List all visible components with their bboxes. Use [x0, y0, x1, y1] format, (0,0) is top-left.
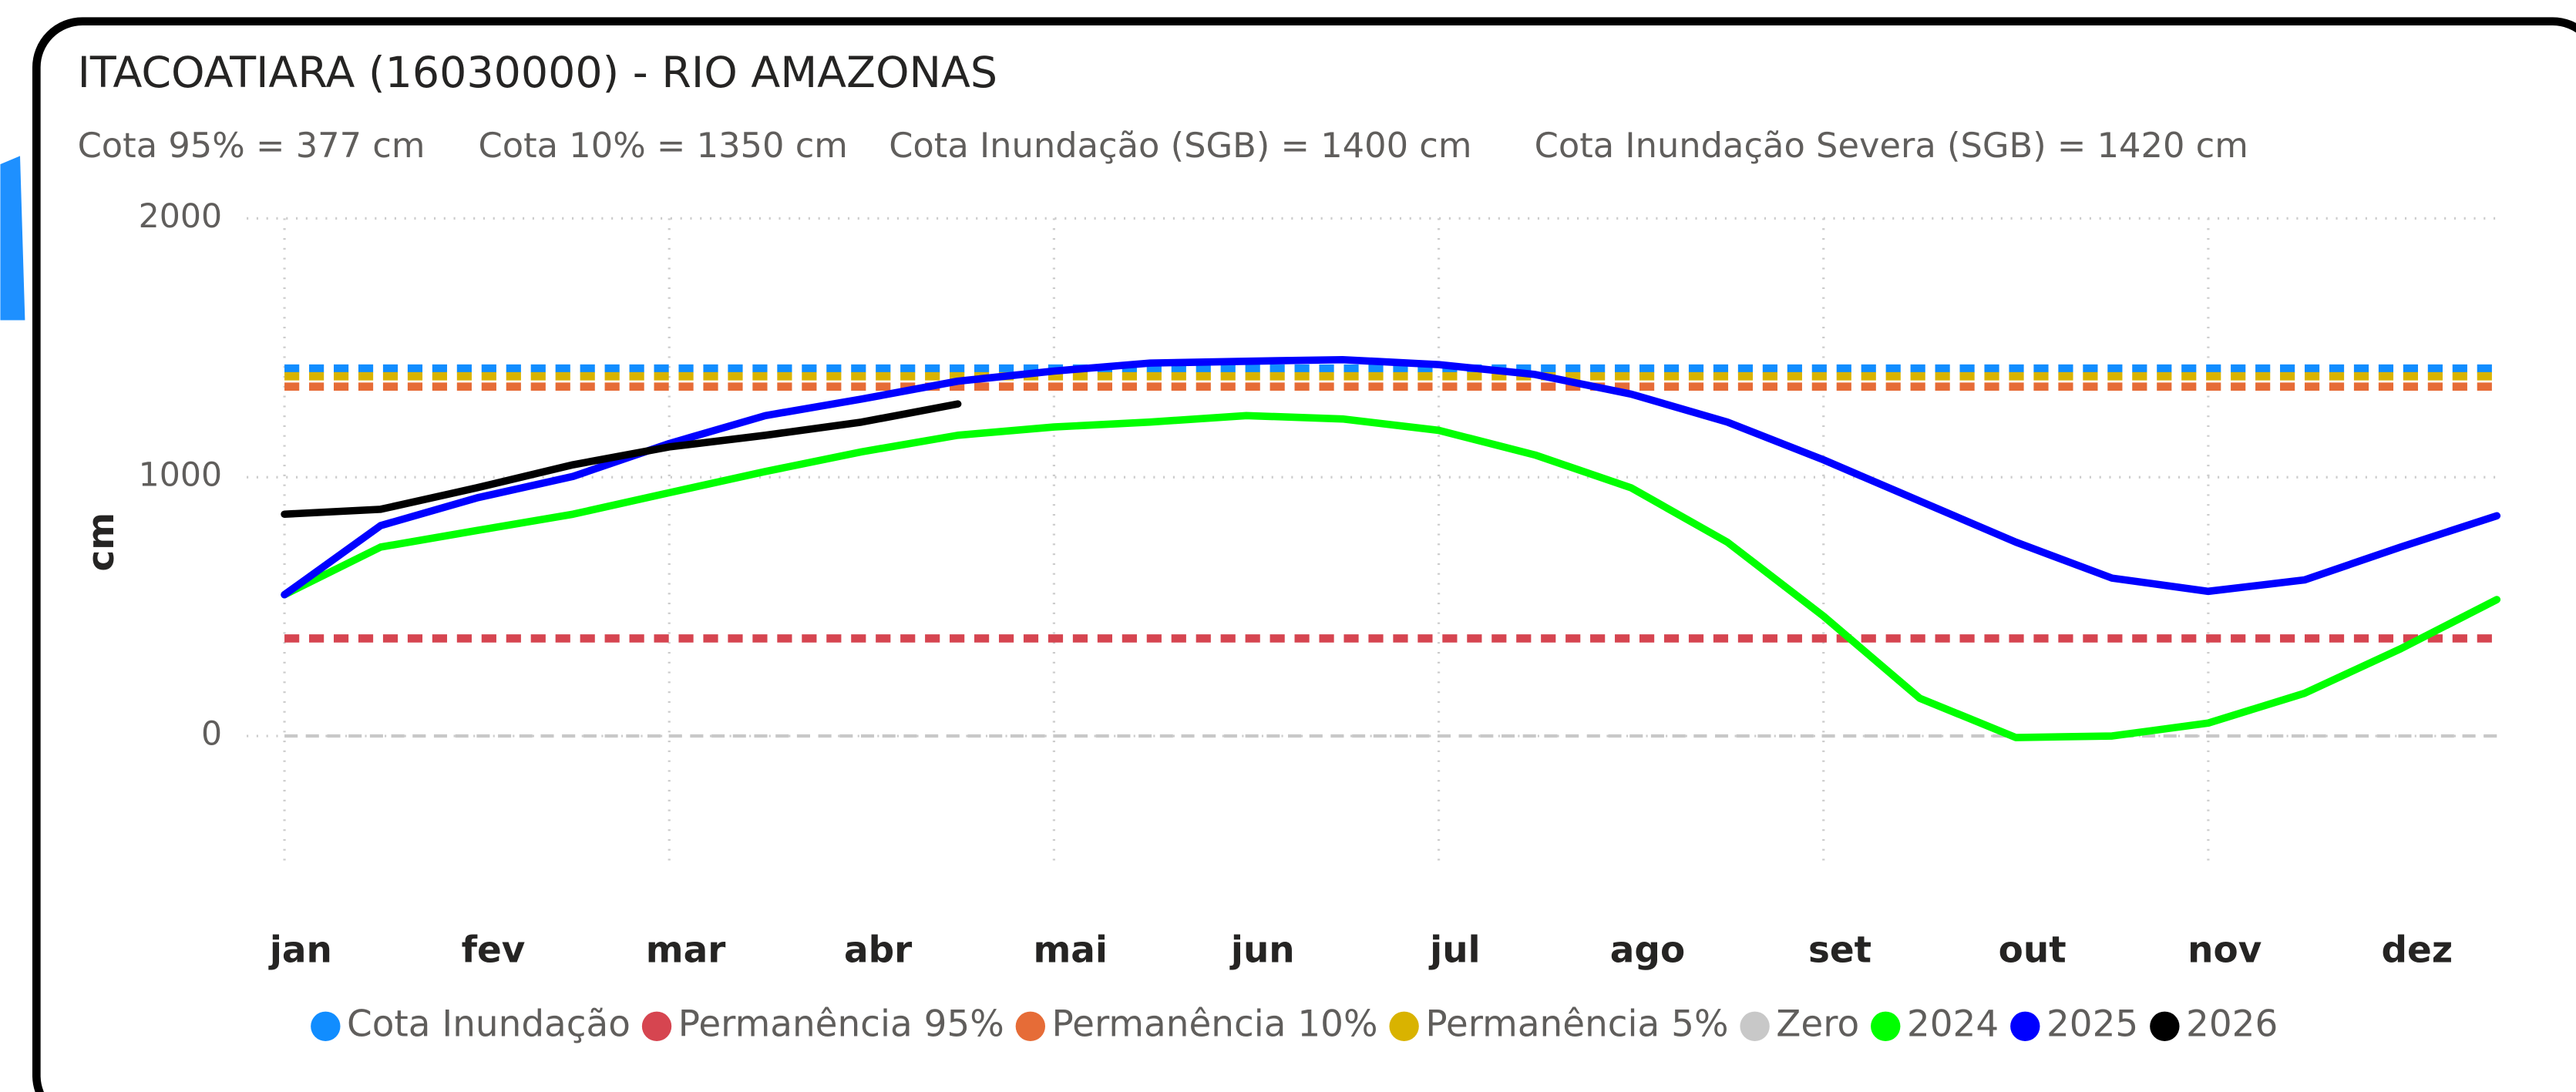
x-tick-label: jan — [268, 929, 332, 971]
x-tick-label: jul — [1428, 929, 1480, 971]
x-tick-label: ago — [1610, 929, 1685, 971]
legend-marker — [2150, 1011, 2180, 1041]
legend-label: Cota Inundação — [347, 1003, 631, 1045]
legend-label: Permanência 5% — [1425, 1003, 1728, 1045]
y-tick-label: 2000 — [139, 197, 222, 236]
subtitle: Cota 10% = 1350 cm — [479, 125, 848, 166]
legend-marker — [2010, 1011, 2040, 1041]
x-tick-label: mar — [646, 929, 726, 971]
x-tick-label: jun — [1229, 929, 1295, 971]
card-border — [32, 17, 2576, 1092]
legend-label: 2026 — [2186, 1003, 2278, 1045]
legend-marker — [1871, 1011, 1901, 1041]
side-arrow — [0, 156, 25, 321]
legend-label: 2024 — [1907, 1003, 1999, 1045]
y-axis-label: cm — [80, 512, 123, 572]
x-tick-label: fev — [462, 929, 526, 971]
series-line — [281, 400, 962, 519]
x-tick-label: dez — [2382, 929, 2453, 971]
legend-marker — [641, 1011, 672, 1041]
y-tick-label: 1000 — [139, 456, 222, 495]
x-tick-label: out — [1999, 929, 2067, 971]
chart-title: ITACOATIARA (16030000) - RIO AMAZONAS — [78, 49, 997, 98]
legend-marker — [311, 1011, 341, 1041]
subtitle: Cota Inundação (SGB) = 1400 cm — [889, 125, 1471, 166]
x-tick-label: set — [1808, 929, 1871, 971]
legend-marker — [1389, 1011, 1419, 1041]
x-tick-label: mai — [1033, 929, 1108, 971]
legend-marker — [1740, 1011, 1770, 1041]
legend-label: 2025 — [2046, 1003, 2138, 1045]
x-tick-label: nov — [2188, 929, 2262, 971]
legend-label: Permanência 95% — [678, 1003, 1004, 1045]
legend-label: Permanência 10% — [1052, 1003, 1378, 1045]
legend-marker — [1015, 1011, 1046, 1041]
series-line — [281, 412, 2501, 741]
subtitle: Cota Inundação Severa (SGB) = 1420 cm — [1535, 125, 2248, 166]
subtitle: Cota 95% = 377 cm — [78, 125, 425, 166]
x-tick-label: abr — [844, 929, 912, 971]
legend-label: Zero — [1776, 1003, 1859, 1045]
y-tick-label: 0 — [201, 715, 222, 754]
